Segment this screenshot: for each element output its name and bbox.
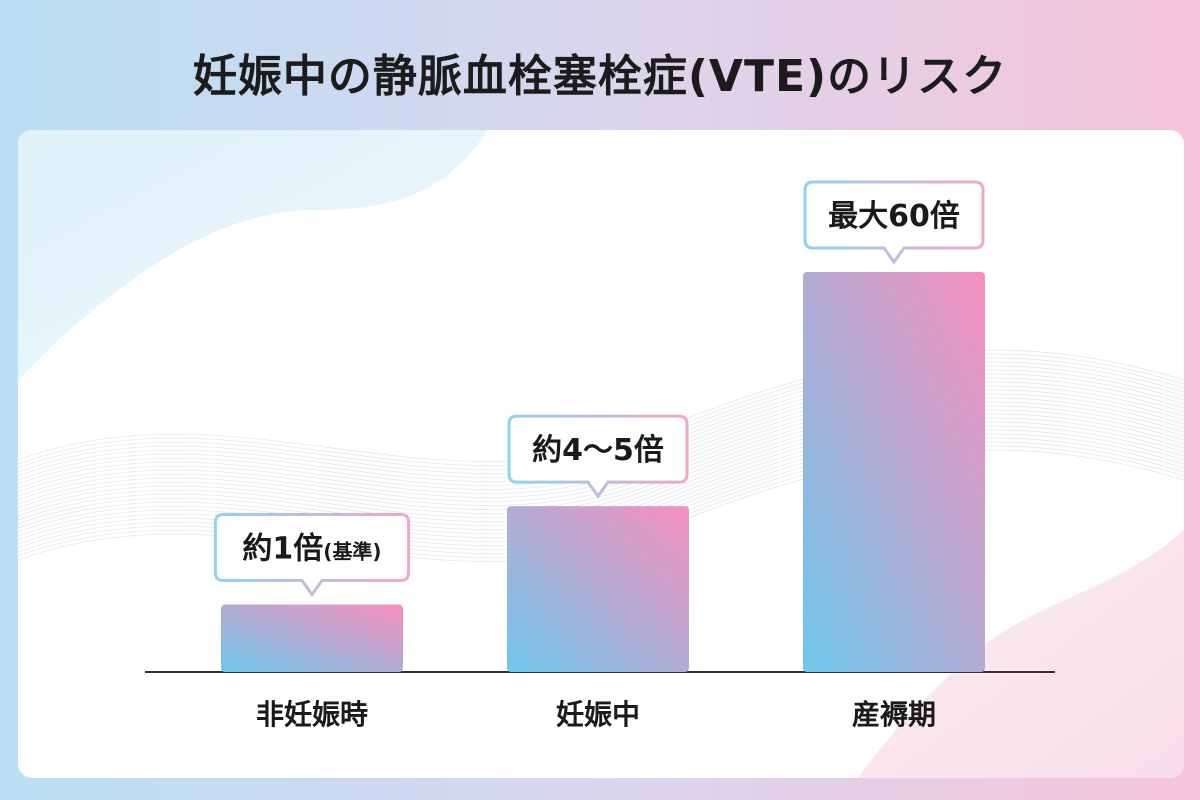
value-label-2: 約4〜5倍 xyxy=(532,433,664,468)
value-callout-1: 約1倍(基準) xyxy=(213,513,411,598)
bar-2 xyxy=(507,506,689,672)
value-label-main: 最大60倍 xyxy=(828,199,960,234)
bar-3 xyxy=(803,272,985,672)
value-label-main: 約1倍 xyxy=(242,532,323,567)
bar-1 xyxy=(221,604,403,672)
bottom-right-wave xyxy=(858,530,1184,778)
page-title: 妊娠中の静脈血栓塞栓症(VTE)のリスク xyxy=(192,51,1008,102)
callout-box xyxy=(213,513,411,598)
chart-card: 非妊娠時 約1倍(基準) 妊娠中 約4〜5倍産褥期 最大60倍 xyxy=(18,130,1184,778)
callout-box xyxy=(507,414,689,499)
category-label-3: 産褥期 xyxy=(852,698,936,731)
category-label-2: 妊娠中 xyxy=(556,698,640,731)
category-label-1: 非妊娠時 xyxy=(256,698,368,731)
value-label-main: 約4〜5倍 xyxy=(532,433,664,468)
value-label-1: 約1倍(基準) xyxy=(242,532,381,567)
value-label-3: 最大60倍 xyxy=(828,199,960,234)
value-label-suffix: (基準) xyxy=(323,540,381,564)
top-left-wave xyxy=(18,130,488,380)
value-callout-2: 約4〜5倍 xyxy=(507,414,689,499)
callout-box xyxy=(803,180,985,265)
value-callout-3: 最大60倍 xyxy=(803,180,985,265)
